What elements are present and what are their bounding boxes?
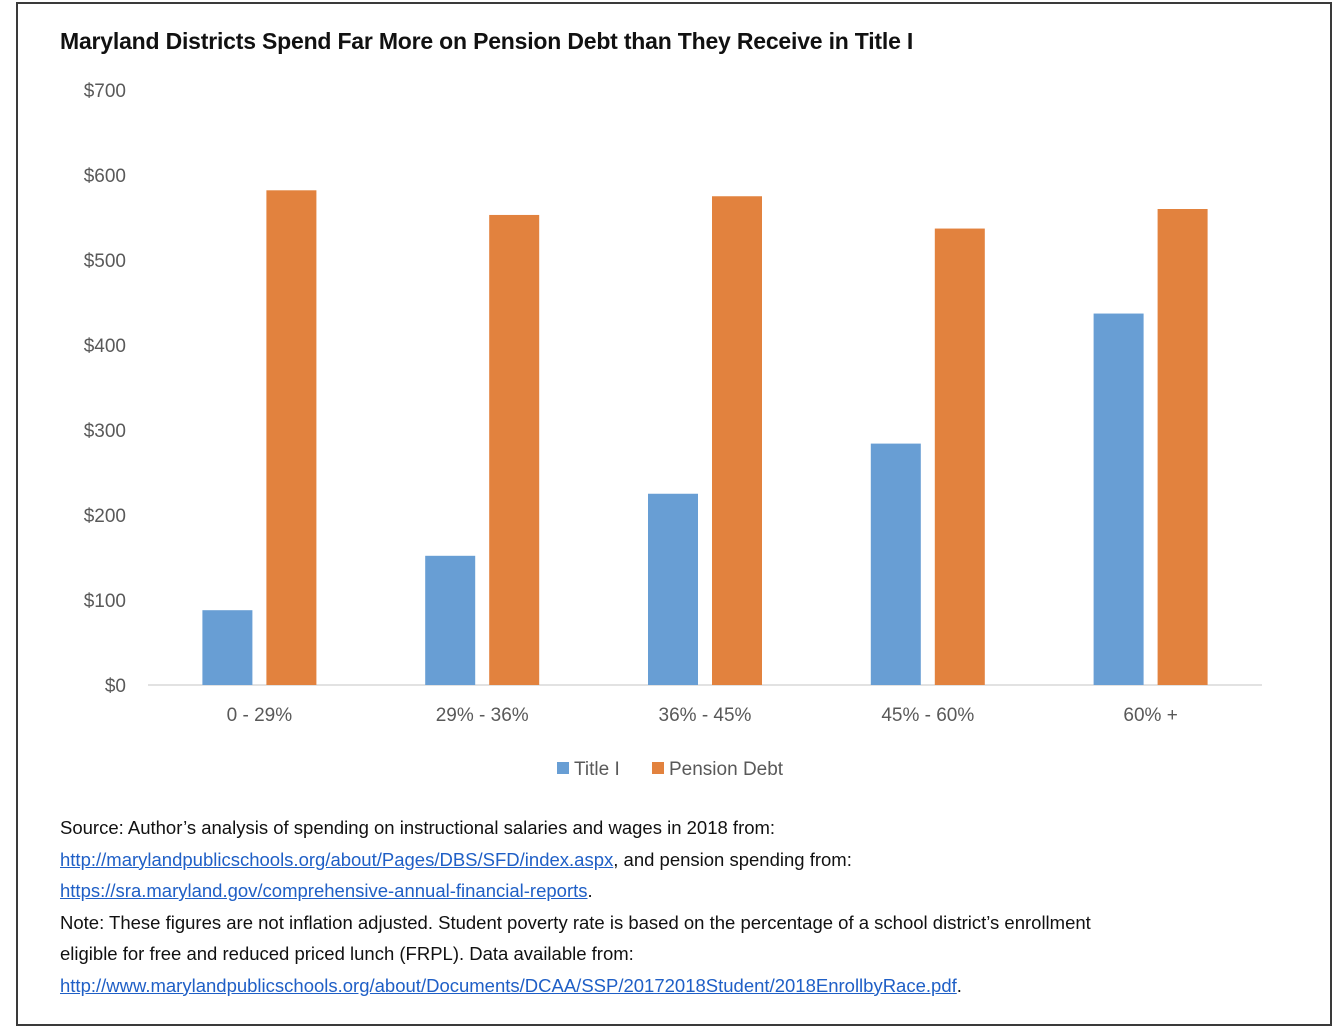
source-line-2: http://marylandpublicschools.org/about/P… xyxy=(60,844,1310,876)
legend-label-1: Title I xyxy=(574,759,620,780)
note-period: . xyxy=(956,974,962,996)
note-text-1: Note: These figures are not inflation ad… xyxy=(60,911,1091,933)
source-text-pension: , and pension spending from: xyxy=(613,848,852,870)
x-axis-ticks: 0 - 29% 29% - 36% 36% - 45% 45% - 60% 60% + xyxy=(227,705,1178,726)
x-tick-label: 60% + xyxy=(1123,705,1177,726)
x-tick-label: 0 - 29% xyxy=(227,705,293,726)
source-link-sra-reports[interactable]: https://sra.maryland.gov/comprehensive-a… xyxy=(60,880,588,901)
x-tick-label: 29% - 36% xyxy=(436,705,529,726)
y-tick-label: $0 xyxy=(105,676,126,697)
note-line-3: http://www.marylandpublicschools.org/abo… xyxy=(60,970,1310,1002)
x-tick-label: 36% - 45% xyxy=(659,705,752,726)
y-tick-label: $500 xyxy=(84,251,126,272)
source-text: Source: Author’s analysis of spending on… xyxy=(60,817,776,838)
note-line-1: Note: These figures are not inflation ad… xyxy=(60,907,1310,939)
bar-pension-debt-3 xyxy=(712,196,762,685)
y-tick-label: $700 xyxy=(84,81,126,102)
legend: Title I Pension Debt xyxy=(557,759,784,780)
bar-pension-debt-1 xyxy=(266,190,317,686)
legend-label-2: Pension Debt xyxy=(669,759,784,780)
note-line-2: eligible for free and reduced priced lun… xyxy=(60,938,1310,970)
bar-pension-debt-4 xyxy=(934,228,985,686)
bar-title-i-4 xyxy=(870,443,921,685)
bar-title-i-5 xyxy=(1093,313,1144,685)
source-notes: Source: Author’s analysis of spending on… xyxy=(60,812,1310,1001)
bar-title-i-1 xyxy=(202,610,253,685)
source-link-enrollment[interactable]: http://www.marylandpublicschools.org/abo… xyxy=(60,974,957,996)
bar-title-i-3 xyxy=(648,493,698,685)
x-tick-label: 45% - 60% xyxy=(881,705,974,726)
legend-swatch-2 xyxy=(652,762,664,774)
chart-title: Maryland Districts Spend Far More on Pen… xyxy=(60,28,914,54)
y-tick-label: $300 xyxy=(84,421,126,442)
source-line-1: Source: Author’s analysis of spending on… xyxy=(60,812,1310,844)
y-tick-label: $100 xyxy=(84,591,126,612)
bars xyxy=(202,190,1208,686)
y-tick-label: $200 xyxy=(84,506,126,527)
source-period: . xyxy=(587,880,593,901)
bar-title-i-2 xyxy=(425,555,476,685)
bar-pension-debt-5 xyxy=(1157,209,1208,685)
y-tick-label: $600 xyxy=(84,166,126,187)
bar-pension-debt-2 xyxy=(489,214,540,685)
source-link-msde-finance[interactable]: http://marylandpublicschools.org/about/P… xyxy=(60,848,614,870)
source-line-3: https://sra.maryland.gov/comprehensive-a… xyxy=(60,875,1310,907)
note-text-2: eligible for free and reduced priced lun… xyxy=(60,943,634,964)
legend-swatch-1 xyxy=(557,762,569,774)
bar-chart: $0 $100 $200 $300 $400 $500 $600 $700 0 - 29% 29… xyxy=(84,81,1262,780)
y-tick-label: $400 xyxy=(84,336,126,357)
y-axis-ticks: $0 $100 $200 $300 $400 $500 $600 $700 xyxy=(84,81,126,697)
